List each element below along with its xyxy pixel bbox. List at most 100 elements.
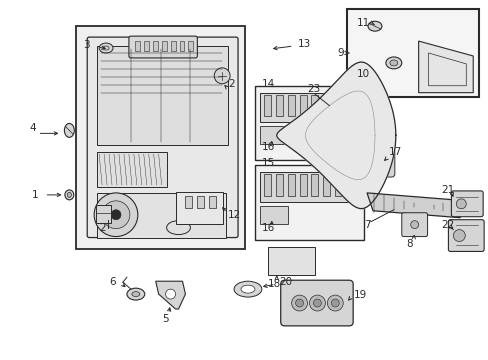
Circle shape bbox=[331, 299, 339, 307]
FancyBboxPatch shape bbox=[280, 280, 352, 326]
Bar bbox=[96, 205, 111, 223]
Text: 17: 17 bbox=[388, 147, 401, 157]
Bar bbox=[152, 41, 157, 51]
Text: 6: 6 bbox=[109, 277, 116, 287]
FancyBboxPatch shape bbox=[447, 220, 483, 251]
Bar bbox=[254, 86, 364, 160]
Ellipse shape bbox=[351, 182, 361, 194]
Circle shape bbox=[94, 193, 138, 237]
Text: 23: 23 bbox=[307, 84, 320, 94]
Text: 14: 14 bbox=[262, 79, 275, 89]
Bar bbox=[264, 95, 270, 117]
Text: 16: 16 bbox=[262, 222, 275, 233]
Bar bbox=[346, 9, 478, 96]
Text: 2: 2 bbox=[99, 222, 105, 233]
Circle shape bbox=[165, 289, 175, 299]
Circle shape bbox=[410, 221, 418, 229]
Bar bbox=[323, 174, 330, 196]
Text: 5: 5 bbox=[163, 314, 169, 324]
Text: 10: 10 bbox=[356, 69, 369, 79]
Bar bbox=[135, 41, 140, 51]
Polygon shape bbox=[276, 62, 395, 208]
Ellipse shape bbox=[127, 288, 144, 300]
Ellipse shape bbox=[234, 281, 262, 297]
Text: 15: 15 bbox=[262, 158, 275, 168]
Circle shape bbox=[326, 295, 343, 311]
Text: 1: 1 bbox=[32, 190, 38, 200]
Bar bbox=[259, 206, 287, 224]
Bar bbox=[259, 93, 353, 122]
Bar bbox=[275, 95, 282, 117]
Polygon shape bbox=[418, 41, 472, 93]
Text: 8: 8 bbox=[406, 239, 412, 248]
FancyBboxPatch shape bbox=[129, 36, 197, 58]
Ellipse shape bbox=[132, 292, 140, 297]
Circle shape bbox=[111, 210, 121, 220]
Bar bbox=[97, 193, 225, 238]
Text: 7: 7 bbox=[364, 220, 370, 230]
Circle shape bbox=[309, 295, 325, 311]
Bar bbox=[267, 247, 315, 275]
Bar bbox=[299, 174, 306, 196]
Text: 16: 16 bbox=[262, 142, 275, 152]
Bar bbox=[323, 95, 330, 117]
Text: 11: 11 bbox=[356, 18, 369, 28]
Bar bbox=[299, 95, 306, 117]
Circle shape bbox=[102, 201, 130, 229]
Ellipse shape bbox=[99, 43, 113, 53]
Bar bbox=[264, 174, 270, 196]
Text: 21: 21 bbox=[441, 185, 454, 195]
Ellipse shape bbox=[354, 185, 359, 191]
Ellipse shape bbox=[241, 285, 254, 293]
Text: 9: 9 bbox=[337, 48, 343, 58]
Text: 4: 4 bbox=[30, 123, 36, 134]
Ellipse shape bbox=[354, 105, 359, 112]
Ellipse shape bbox=[385, 57, 401, 69]
Polygon shape bbox=[366, 193, 459, 218]
Ellipse shape bbox=[389, 60, 397, 66]
Circle shape bbox=[452, 230, 464, 242]
Circle shape bbox=[295, 299, 303, 307]
Circle shape bbox=[291, 295, 307, 311]
Bar bbox=[185, 196, 192, 208]
Bar bbox=[259, 126, 287, 144]
Bar bbox=[97, 152, 166, 187]
FancyBboxPatch shape bbox=[87, 37, 238, 238]
FancyBboxPatch shape bbox=[358, 149, 394, 177]
Bar bbox=[197, 196, 204, 208]
Ellipse shape bbox=[367, 21, 381, 31]
Ellipse shape bbox=[64, 123, 74, 137]
Bar bbox=[170, 41, 175, 51]
Bar bbox=[179, 41, 184, 51]
FancyBboxPatch shape bbox=[401, 213, 427, 237]
Text: 2: 2 bbox=[228, 79, 234, 89]
Circle shape bbox=[313, 299, 321, 307]
Bar bbox=[287, 174, 294, 196]
Circle shape bbox=[455, 199, 466, 209]
Bar bbox=[275, 174, 282, 196]
Bar bbox=[254, 165, 364, 239]
Ellipse shape bbox=[351, 103, 361, 114]
Text: 20: 20 bbox=[279, 277, 292, 287]
Ellipse shape bbox=[65, 190, 74, 200]
FancyBboxPatch shape bbox=[450, 191, 482, 217]
Bar bbox=[311, 95, 318, 117]
Bar bbox=[259, 172, 353, 202]
Bar bbox=[188, 41, 193, 51]
Text: 18: 18 bbox=[267, 279, 281, 289]
Bar bbox=[76, 26, 244, 249]
Bar bbox=[346, 95, 353, 117]
Text: 3: 3 bbox=[83, 40, 90, 50]
Bar bbox=[209, 196, 216, 208]
Polygon shape bbox=[155, 281, 185, 309]
Text: 22: 22 bbox=[441, 220, 454, 230]
Text: 13: 13 bbox=[297, 39, 310, 49]
Ellipse shape bbox=[67, 192, 71, 197]
Bar bbox=[311, 174, 318, 196]
Text: 19: 19 bbox=[353, 290, 366, 300]
Bar bbox=[175, 192, 223, 224]
Ellipse shape bbox=[103, 46, 109, 50]
Bar bbox=[287, 95, 294, 117]
Bar bbox=[335, 95, 342, 117]
Bar bbox=[143, 41, 148, 51]
